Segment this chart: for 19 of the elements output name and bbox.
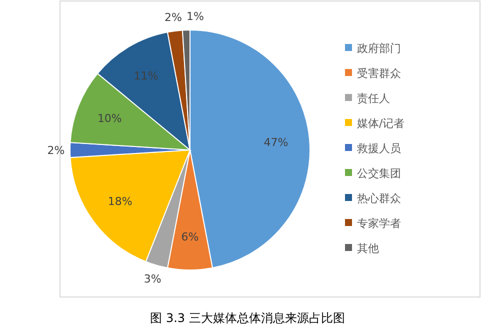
legend-label: 责任人 <box>357 92 390 105</box>
legend-label: 受害群众 <box>357 67 401 80</box>
data-label: 47% <box>264 136 288 149</box>
legend-label: 其他 <box>357 242 379 255</box>
data-label: 6% <box>181 230 199 244</box>
data-label: 2% <box>164 11 182 24</box>
legend-label: 救援人员 <box>356 142 401 155</box>
legend-label: 专家学者 <box>357 217 401 230</box>
legend-label: 公交集团 <box>357 167 401 180</box>
data-label: 1% <box>186 10 204 24</box>
data-label: 3% <box>144 272 162 286</box>
data-label: 2% <box>47 144 65 157</box>
data-label: 11% <box>134 70 158 83</box>
legend-label: 媒体/记者 <box>357 117 405 130</box>
data-label: 18% <box>108 194 132 208</box>
legend-label: 热心群众 <box>357 192 401 205</box>
data-label: 10% <box>97 112 122 126</box>
text: 图 3.3 三大媒体总体消息来源占比图 <box>150 311 345 325</box>
legend-label: 政府部门 <box>357 42 401 55</box>
